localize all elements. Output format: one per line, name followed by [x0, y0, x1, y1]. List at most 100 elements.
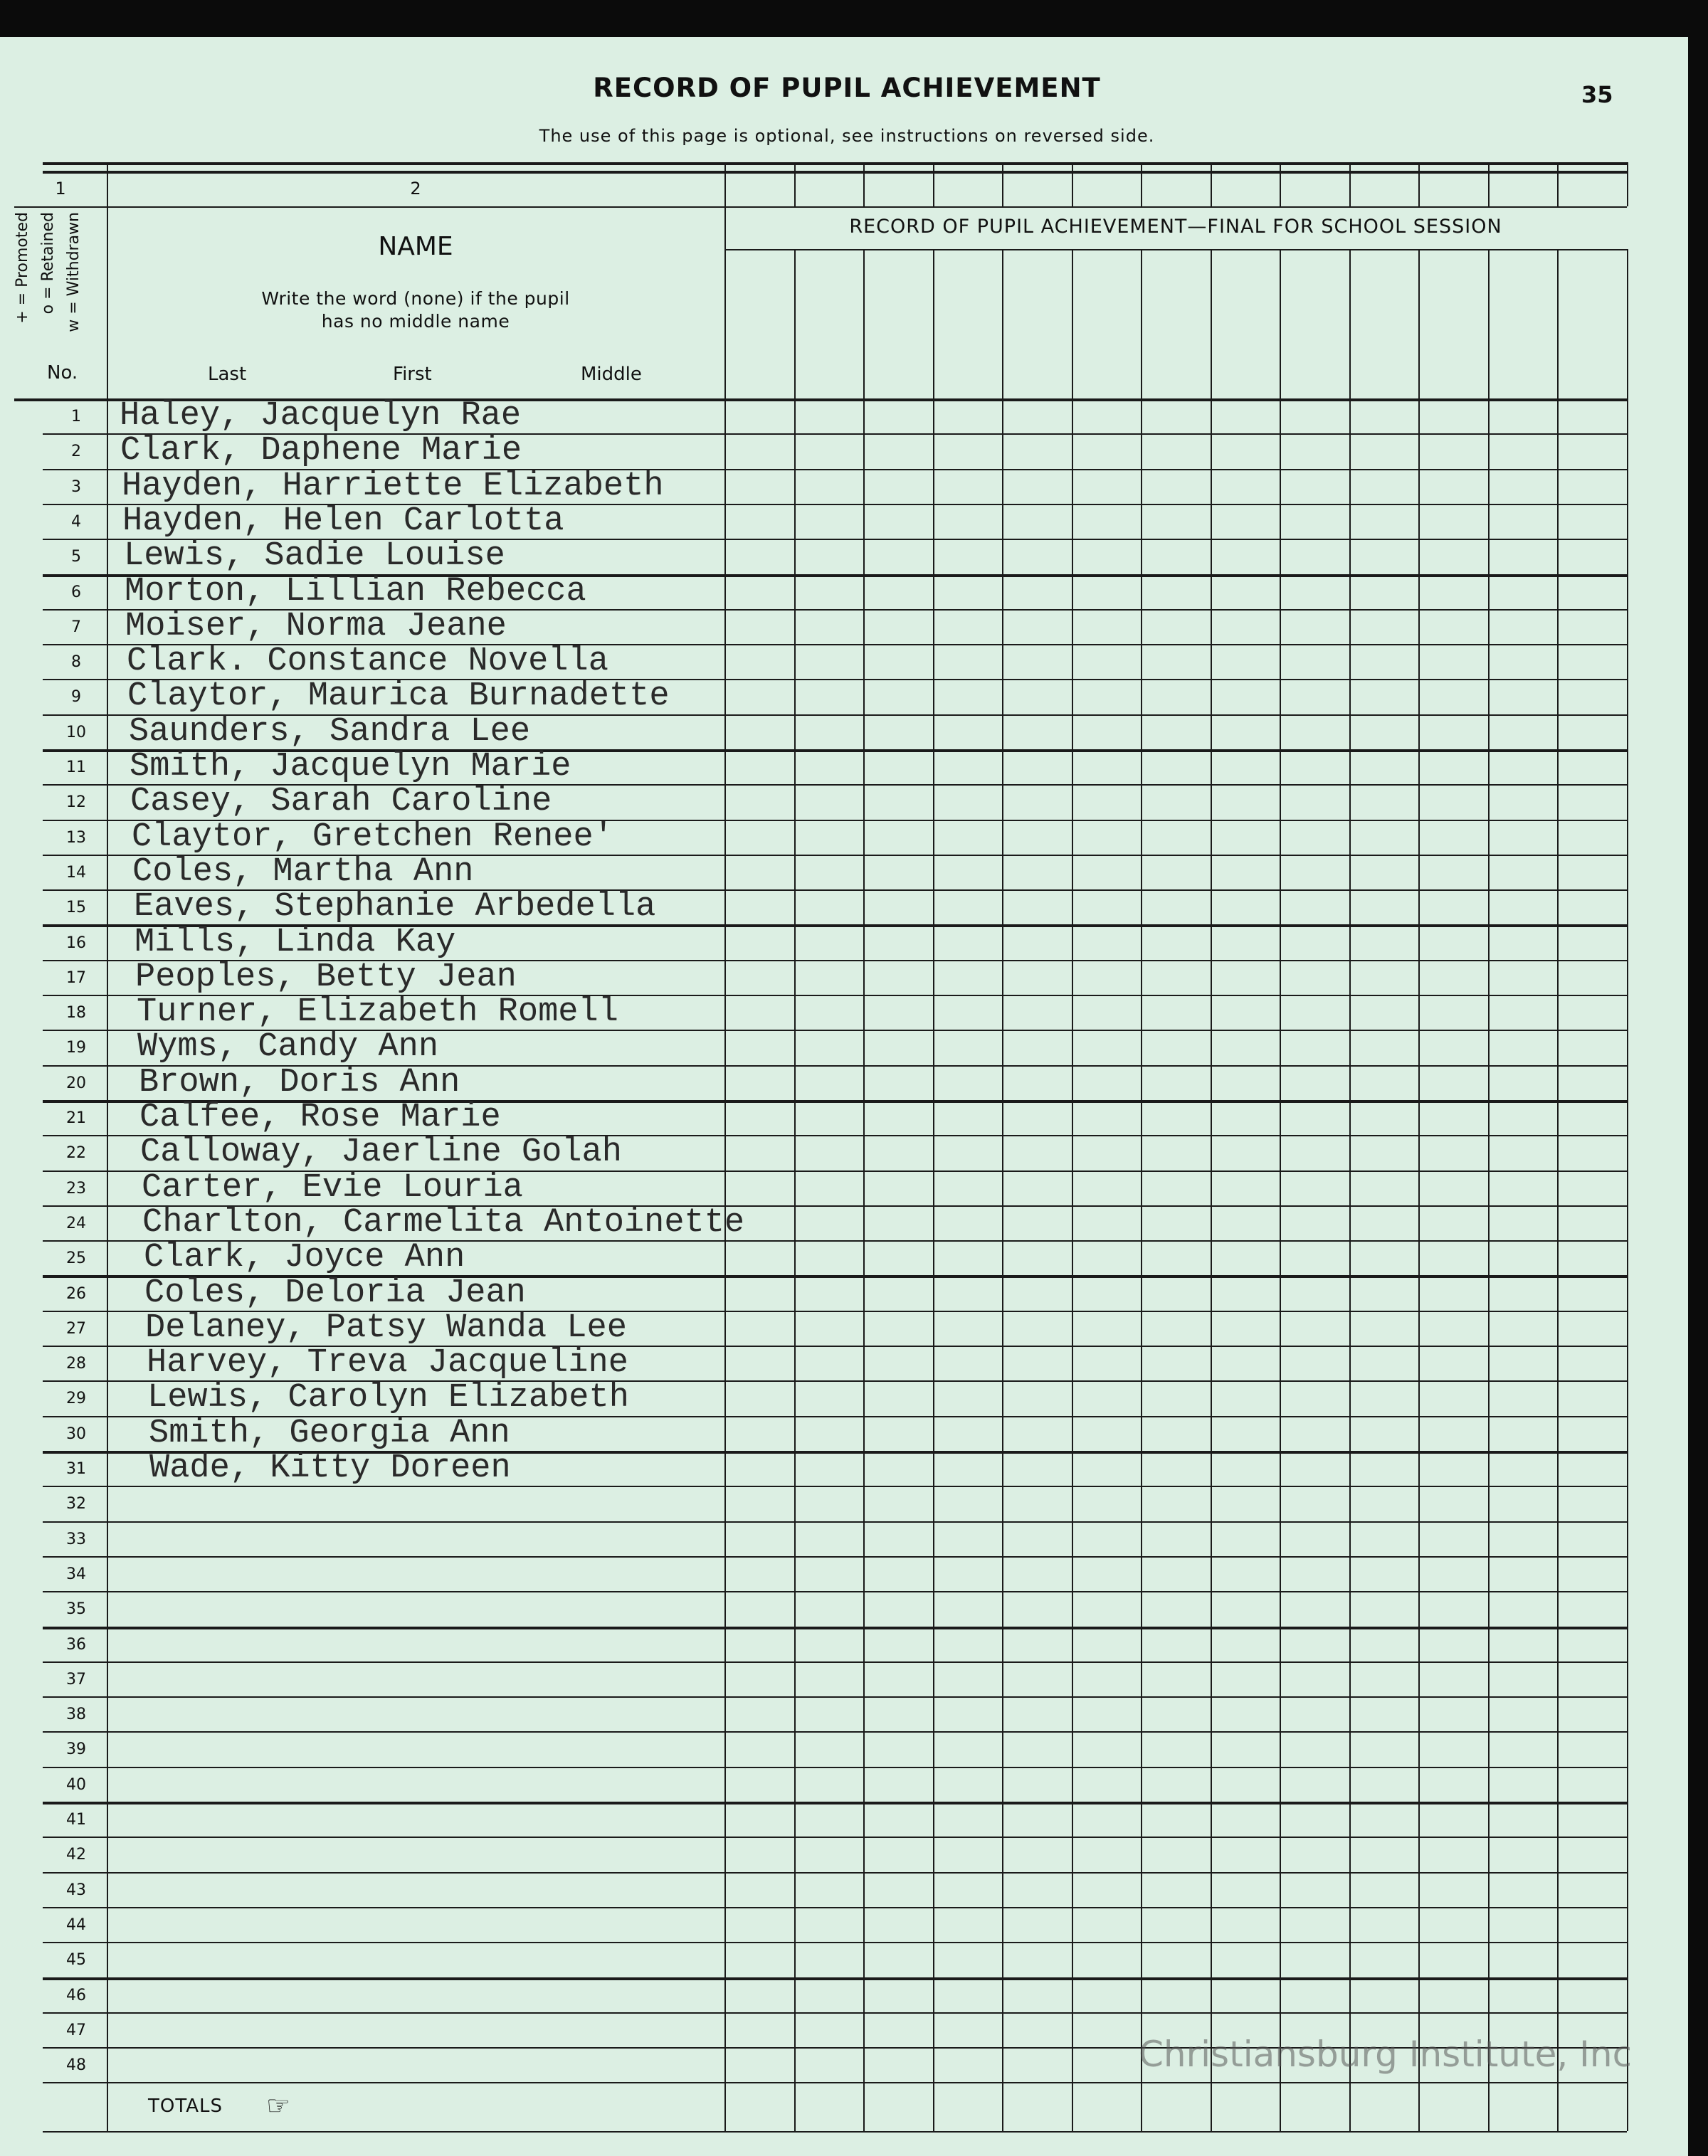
top-rule [43, 171, 1627, 174]
row-number: 11 [66, 759, 86, 776]
totals-bottom-rule [43, 2131, 1627, 2133]
pupil-name: Hayden, Helen Carlotta [122, 502, 564, 540]
row-divider [43, 1030, 1627, 1031]
row-divider [43, 1627, 1627, 1629]
row-number: 12 [66, 793, 86, 811]
row-number: 22 [66, 1144, 86, 1162]
row-number: 47 [66, 2022, 86, 2039]
row-divider [43, 1837, 1627, 1838]
row-number: 9 [71, 688, 81, 706]
row-number: 25 [66, 1249, 86, 1267]
row-divider [43, 1942, 1627, 1943]
first-label: First [393, 364, 432, 385]
achievement-column-divider [794, 249, 796, 2131]
row-divider [43, 855, 1627, 856]
pupil-name: Delaney, Patsy Wanda Lee [145, 1309, 627, 1347]
achievement-column-divider [1280, 162, 1281, 206]
pupil-name: Casey, Sarah Caroline [130, 783, 552, 820]
top-rule [43, 162, 1627, 165]
row-number: 24 [66, 1215, 86, 1232]
achievement-column-divider [1627, 249, 1628, 2131]
pupil-name: Peoples, Betty Jean [135, 958, 517, 996]
pupil-name: Smith, Georgia Ann [149, 1415, 510, 1452]
pupil-name: Eaves, Stephanie Arbedella [134, 888, 656, 926]
row-divider [43, 433, 1627, 435]
row-number: 21 [66, 1109, 86, 1127]
row-number: 23 [66, 1180, 86, 1198]
status-legend-line: + = Promoted [14, 212, 31, 324]
row-number: 16 [66, 934, 86, 952]
achievement-column-divider [1211, 162, 1212, 206]
row-divider [43, 960, 1627, 961]
row-divider [43, 749, 1627, 752]
row-divider [43, 1100, 1627, 1103]
achievement-column-divider [1002, 249, 1003, 2131]
row-divider [43, 609, 1627, 611]
pupil-name: Harvey, Treva Jacqueline [147, 1344, 628, 1382]
row-number: 30 [66, 1425, 86, 1443]
row-number: 41 [66, 1811, 86, 1829]
record-sheet: RECORD OF PUPIL ACHIEVEMENT 35 The use o… [0, 37, 1688, 2156]
achievement-column-divider [1557, 249, 1559, 2131]
achievement-column-divider [1211, 249, 1212, 2131]
row-number: 7 [71, 618, 81, 636]
row-number: 14 [66, 864, 86, 882]
achievement-column-divider [1418, 249, 1420, 2131]
pupil-name: Charlton, Carmelita Antoinette [142, 1204, 745, 1242]
row-number: 27 [66, 1320, 86, 1338]
pupil-name: Carter, Evie Louria [142, 1169, 523, 1207]
row-number: 37 [66, 1671, 86, 1689]
pupil-name: Morton, Lillian Rebecca [125, 573, 586, 611]
row-divider [43, 784, 1627, 786]
row-number: 38 [66, 1706, 86, 1723]
row-divider [43, 679, 1627, 680]
row-divider [43, 924, 1627, 927]
row-divider [43, 1135, 1627, 1136]
pupil-name: Turner, Elizabeth Romell [137, 993, 618, 1031]
achievement-column-divider [1141, 249, 1142, 2131]
achievement-column-divider [1141, 162, 1142, 206]
pupil-name: Saunders, Sandra Lee [129, 713, 531, 751]
row-number: 36 [66, 1636, 86, 1654]
row-divider [43, 1802, 1627, 1804]
status-legend-line: w = Withdrawn [65, 212, 83, 332]
row-divider [43, 995, 1627, 996]
row-number: 1 [71, 408, 81, 426]
row-divider [43, 1521, 1627, 1523]
header-bottom-rule [14, 398, 1627, 401]
row-number: 18 [66, 1004, 86, 1022]
row-divider [43, 539, 1627, 540]
row-divider [43, 1380, 1627, 1382]
row-divider [43, 1696, 1627, 1698]
achievement-column-divider [1280, 249, 1281, 2131]
row-number: 3 [71, 478, 81, 496]
totals-label: TOTALS [148, 2096, 223, 2117]
row-number: 2 [71, 443, 81, 460]
row-divider [43, 1275, 1627, 1278]
row-number: 46 [66, 1987, 86, 2004]
row-divider [43, 504, 1627, 505]
row-number: 6 [71, 583, 81, 601]
row-divider [43, 2012, 1627, 2014]
row-number: 40 [66, 1776, 86, 1794]
row-divider [43, 1731, 1627, 1733]
pupil-name: Calloway, Jaerline Golah [140, 1134, 622, 1171]
status-legend: + = Promoted o = Retained w = Withdrawn [10, 212, 87, 354]
session-divider [724, 249, 1627, 250]
row-divider [43, 1977, 1627, 1980]
pupil-name: Claytor, Maurica Burnadette [127, 677, 670, 715]
pupil-name: Clark, Daphene Marie [120, 432, 522, 470]
achievement-column-divider [1488, 162, 1490, 206]
pupil-name: Lewis, Sadie Louise [124, 537, 505, 575]
row-divider [43, 1872, 1627, 1874]
pupil-name: Claytor, Gretchen Renee' [132, 818, 613, 856]
pupil-name: Coles, Martha Ann [132, 853, 474, 891]
row-divider [43, 1486, 1627, 1487]
achievement-column-divider [1627, 162, 1628, 206]
row-divider [43, 1065, 1627, 1067]
row-number: 45 [66, 1951, 86, 1969]
achievement-column-divider [1557, 162, 1559, 206]
row-divider [43, 1205, 1627, 1207]
row-divider [43, 820, 1627, 821]
achievement-column-divider [933, 162, 934, 206]
